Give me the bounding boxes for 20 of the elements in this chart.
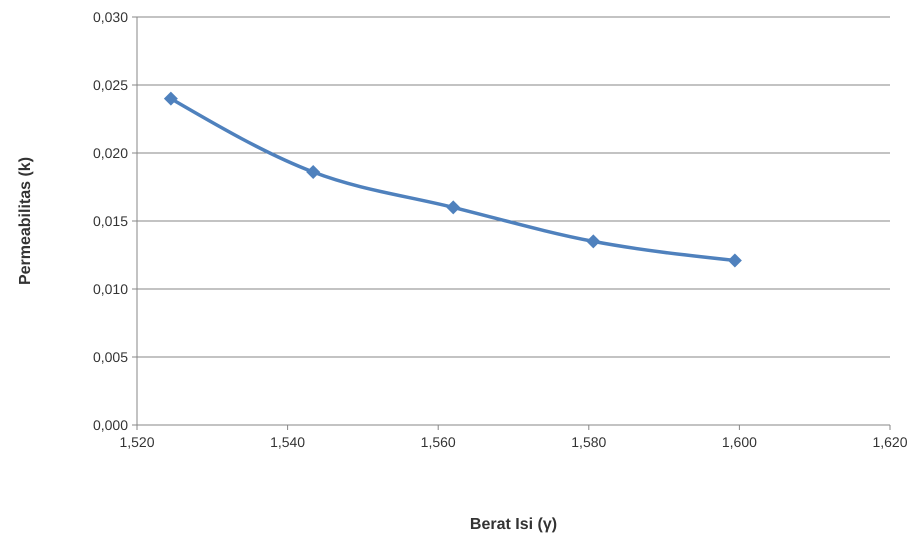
- x-tick-label: 1,560: [420, 434, 456, 450]
- y-tick-label: 0,030: [92, 8, 128, 25]
- point: [306, 165, 320, 180]
- point: [164, 92, 178, 106]
- point: [586, 234, 600, 248]
- point: [728, 253, 742, 268]
- x-tick-label: 1,580: [571, 434, 607, 450]
- x-tick-label: 1,520: [119, 434, 155, 450]
- y-tick-label: 0,000: [92, 416, 128, 433]
- x-axis-title: Berat Isi (γ): [470, 516, 558, 533]
- y-tick-label: 0,005: [92, 348, 128, 365]
- y-tick-label: 0,025: [92, 76, 128, 93]
- point: [446, 200, 460, 214]
- y-tick-label: 0,015: [92, 212, 128, 229]
- y-axis-title: Permeabilitas (k): [17, 156, 34, 286]
- x-tick-label: 1,600: [722, 434, 758, 450]
- y-tick-label: 0,010: [92, 280, 128, 297]
- x-tick-label: 1,620: [872, 434, 908, 450]
- x-tick-label: 1,540: [270, 434, 306, 450]
- y-tick-label: 0,020: [92, 144, 128, 161]
